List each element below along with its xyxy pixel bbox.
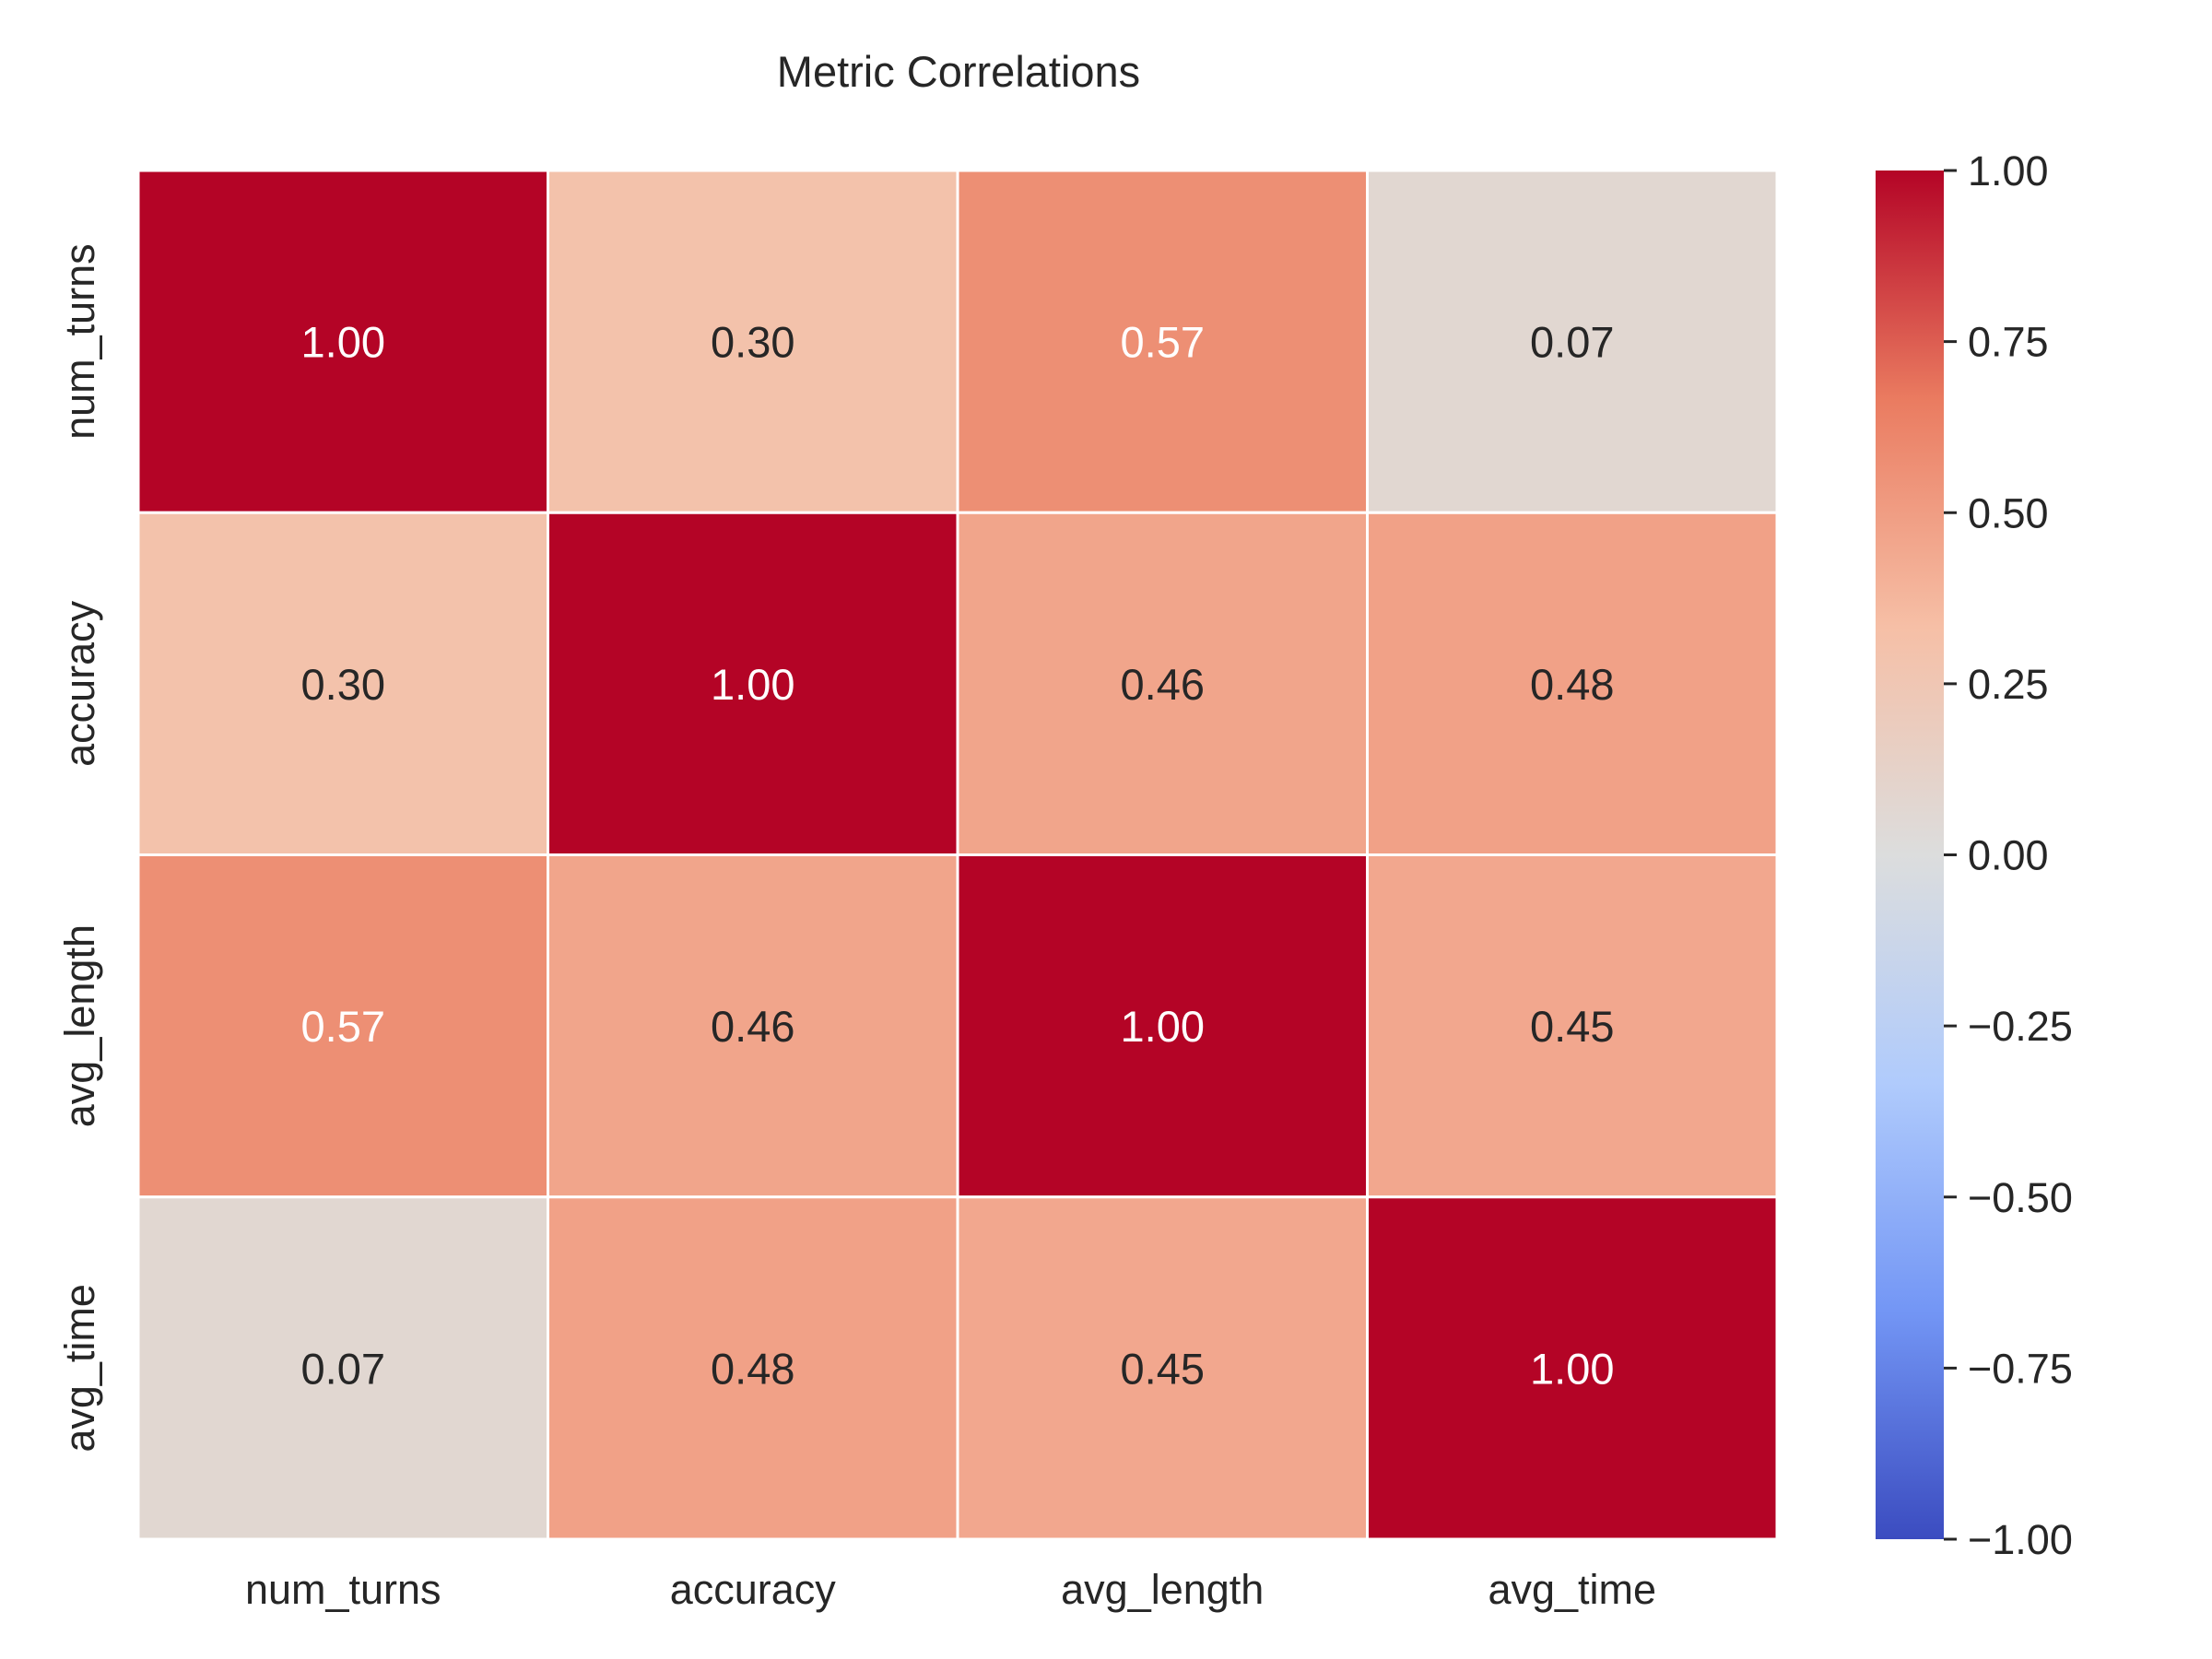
heatmap-cell-2-1 xyxy=(547,853,959,1199)
cell-label-3-1: 0.48 xyxy=(711,1344,794,1393)
colorbar xyxy=(1876,171,1944,1539)
y-tick-label-1: accuracy xyxy=(56,600,103,767)
colorbar-tick-label-0: 1.00 xyxy=(1968,147,2049,194)
cell-label-0-1: 0.30 xyxy=(711,318,794,367)
y-tick-label-2: avg_length xyxy=(56,924,103,1127)
heatmap-cell-1-3 xyxy=(1366,511,1779,856)
heatmap-cell-3-0 xyxy=(136,1195,549,1541)
heatmap-cell-3-3 xyxy=(1366,1195,1779,1541)
cell-label-3-2: 0.45 xyxy=(1121,1344,1205,1393)
heatmap-cell-0-0 xyxy=(136,169,549,514)
heatmap-cell-3-2 xyxy=(956,1195,1369,1541)
heatmap-cell-1-2 xyxy=(956,511,1369,856)
cell-label-2-3: 0.45 xyxy=(1530,1002,1614,1051)
colorbar-tick-label-1: 0.75 xyxy=(1968,319,2049,366)
colorbar-tick-label-7: −0.75 xyxy=(1968,1345,2073,1392)
cell-label-1-0: 0.30 xyxy=(301,660,385,709)
cell-label-3-3: 1.00 xyxy=(1530,1344,1614,1393)
heatmap-cell-0-3 xyxy=(1366,169,1779,514)
cell-label-1-1: 1.00 xyxy=(711,660,794,709)
y-tick-label-0: num_turns xyxy=(56,243,103,440)
x-tick-label-1: accuracy xyxy=(670,1566,837,1613)
colorbar-tick-label-5: −0.25 xyxy=(1968,1003,2073,1050)
colorbar-tick-label-2: 0.50 xyxy=(1968,489,2049,536)
cell-label-0-2: 0.57 xyxy=(1121,318,1205,367)
y-tick-label-3: avg_time xyxy=(56,1284,103,1453)
cell-label-3-0: 0.07 xyxy=(301,1344,385,1393)
colorbar-tick-label-4: 0.00 xyxy=(1968,832,2049,879)
cell-label-1-3: 0.48 xyxy=(1530,660,1614,709)
heatmap-cell-3-1 xyxy=(547,1195,959,1541)
colorbar-tick-label-3: 0.25 xyxy=(1968,661,2049,708)
cell-label-2-2: 1.00 xyxy=(1121,1002,1205,1051)
cell-label-2-1: 0.46 xyxy=(711,1002,794,1051)
colorbar-tick-label-8: −1.00 xyxy=(1968,1516,2073,1563)
colorbar-tick-label-6: −0.50 xyxy=(1968,1174,2073,1221)
heatmap-cell-0-2 xyxy=(956,169,1369,514)
chart-title: Metric Correlations xyxy=(776,47,1141,96)
cell-label-2-0: 0.57 xyxy=(301,1002,385,1051)
heatmap-cell-2-3 xyxy=(1366,853,1779,1199)
x-tick-label-0: num_turns xyxy=(245,1566,441,1613)
x-tick-label-2: avg_length xyxy=(1061,1566,1264,1613)
cell-label-0-0: 1.00 xyxy=(301,318,385,367)
cell-label-1-2: 0.46 xyxy=(1121,660,1205,709)
heatmap-cell-0-1 xyxy=(547,169,959,514)
x-tick-label-3: avg_time xyxy=(1488,1566,1656,1613)
cell-label-0-3: 0.07 xyxy=(1530,318,1614,367)
heatmap-cell-2-0 xyxy=(136,853,549,1199)
